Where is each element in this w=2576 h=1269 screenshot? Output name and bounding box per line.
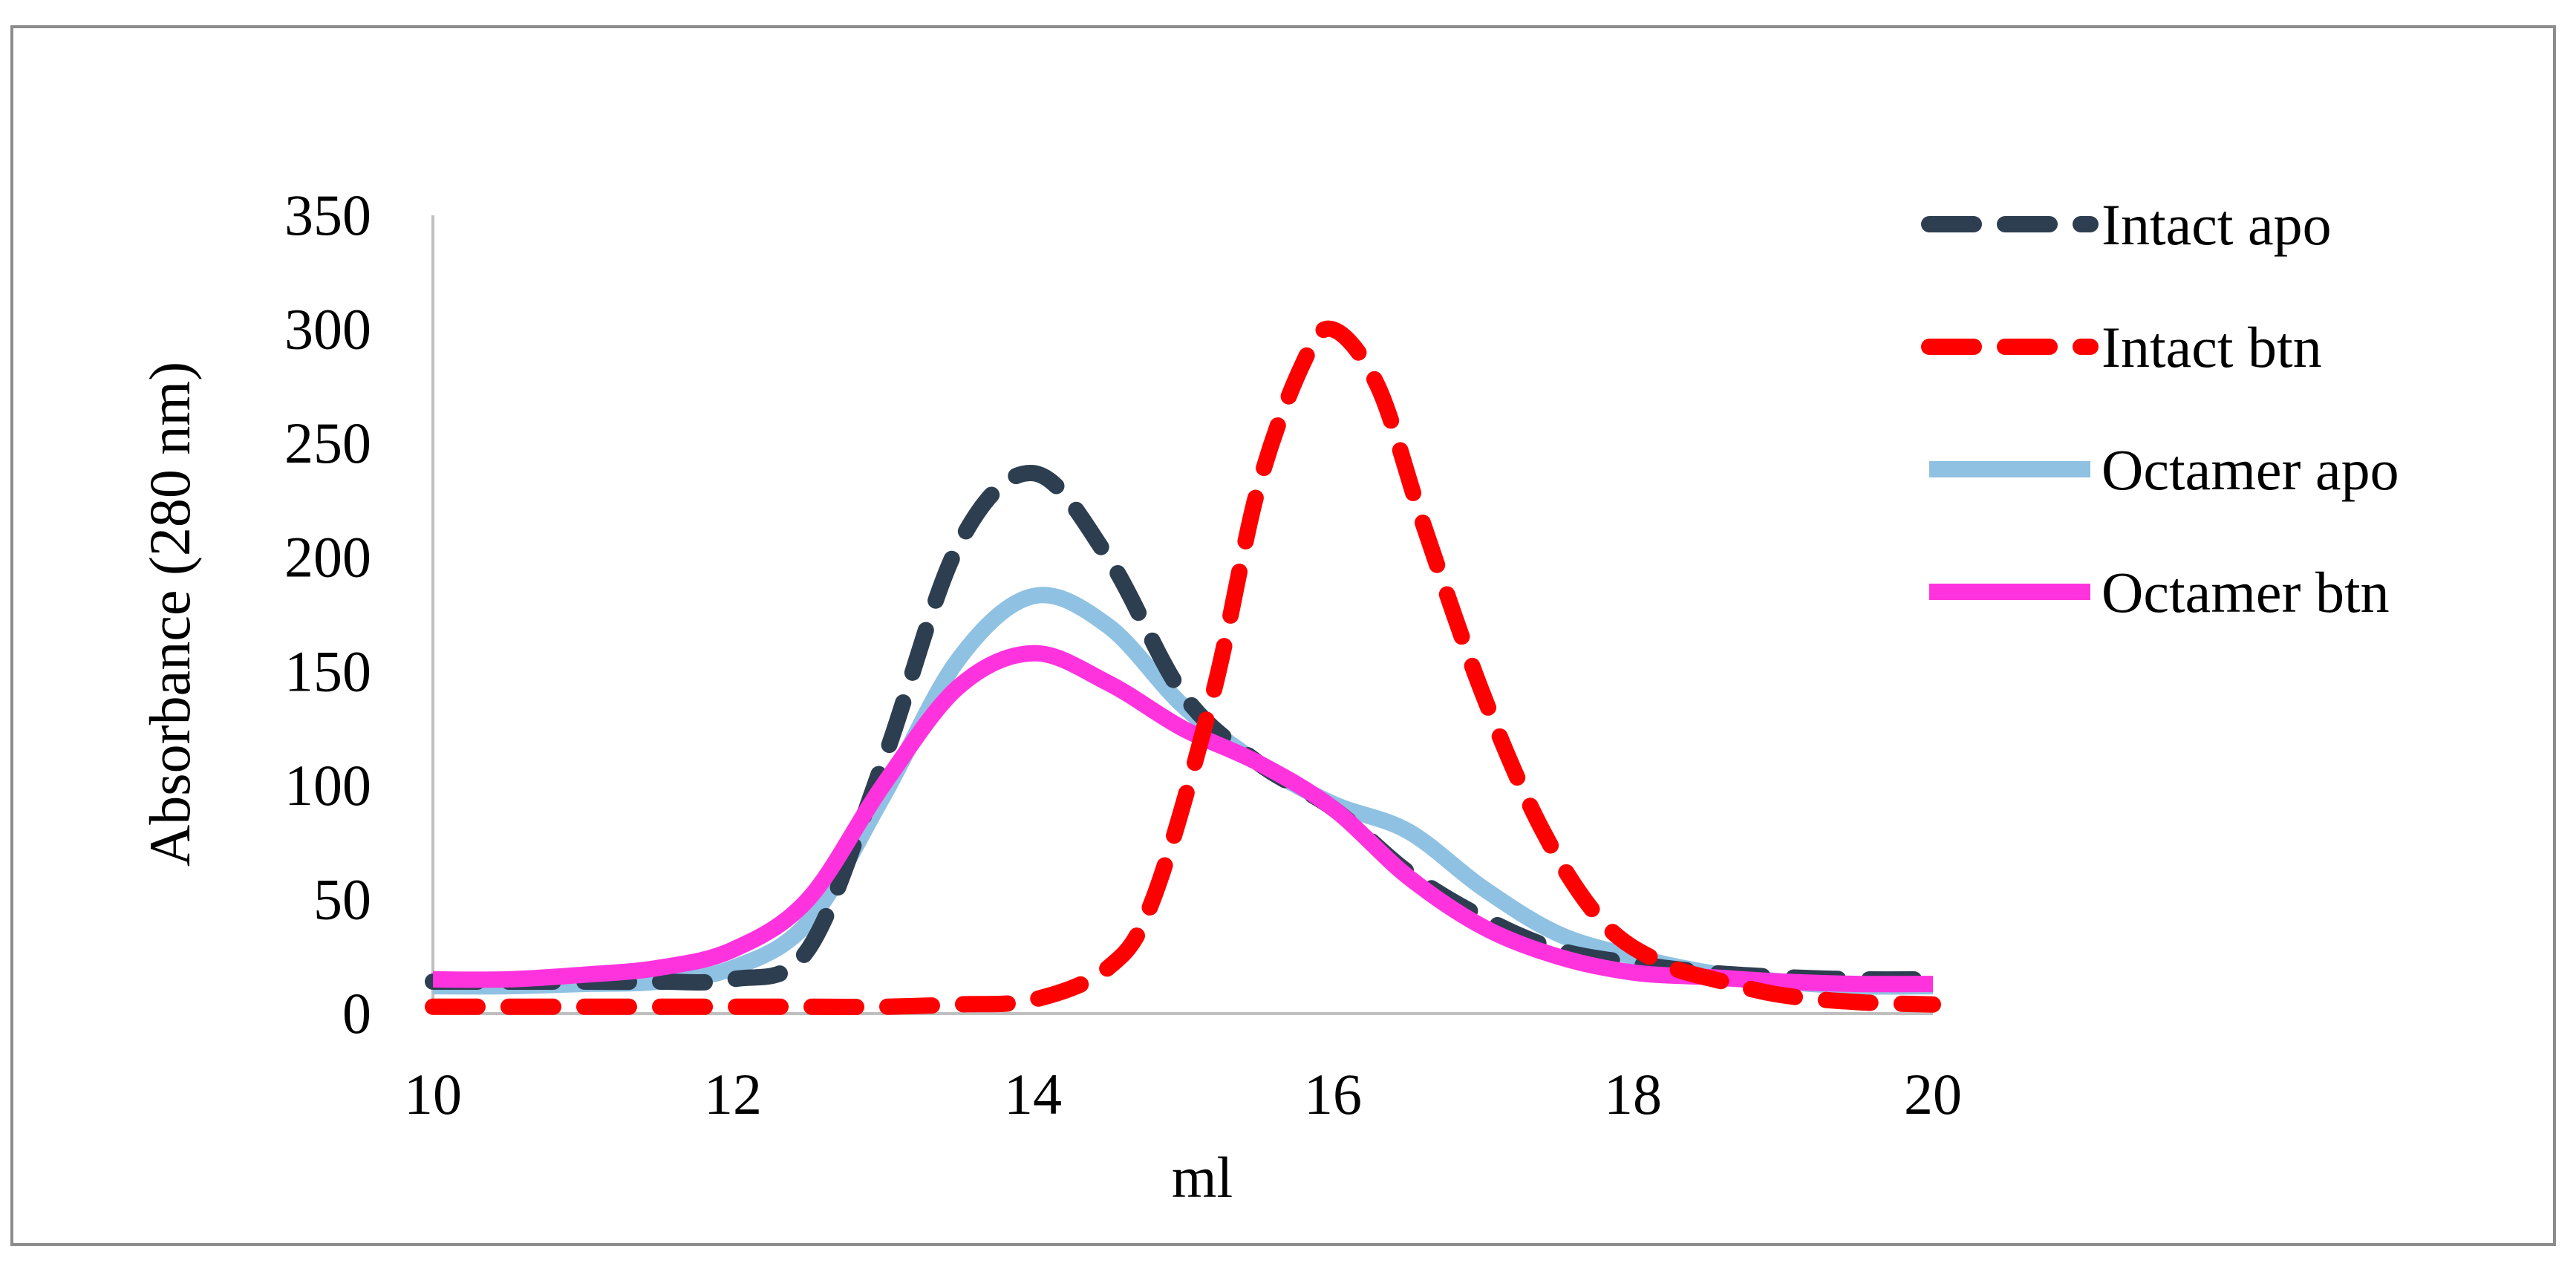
x-tick-label-18: 18	[1604, 1062, 1662, 1126]
y-tick-label-100: 100	[284, 753, 371, 818]
x-tick-label-20: 20	[1904, 1062, 1962, 1126]
x-tick-label-12: 12	[704, 1062, 762, 1126]
legend-label-intact-apo: Intact apo	[2101, 192, 2332, 257]
x-tick-labels: 10 12 14 16 18 20	[404, 1062, 1962, 1126]
y-tick-label-150: 150	[284, 639, 371, 703]
y-tick-label-300: 300	[284, 297, 371, 362]
y-tick-label-50: 50	[313, 867, 371, 931]
y-tick-labels: 0 50 100 150 200 250 300 350	[284, 183, 371, 1045]
x-tick-label-10: 10	[404, 1062, 462, 1126]
legend-label-intact-btn: Intact btn	[2101, 315, 2322, 379]
y-tick-label-250: 250	[284, 411, 371, 475]
x-axis-title: ml	[1172, 1145, 1233, 1210]
y-tick-label-350: 350	[284, 183, 371, 247]
series-layer	[425, 320, 1941, 1016]
x-tick-label-14: 14	[1004, 1062, 1062, 1126]
legend-label-octamer-apo: Octamer apo	[2101, 437, 2399, 502]
x-tick-label-16: 16	[1304, 1062, 1362, 1126]
chart-frame	[10, 25, 2556, 1246]
y-tick-label-200: 200	[284, 525, 371, 590]
y-tick-label-0: 0	[342, 981, 371, 1045]
legend: Intact apo Intact btn Octamer apo Octamer b…	[1921, 192, 2399, 624]
y-axis-title: Absorbance (280 nm)	[137, 362, 202, 867]
series-line-intact-btn	[425, 320, 1941, 1016]
legend-label-octamer-btn: Octamer btn	[2101, 560, 2390, 624]
